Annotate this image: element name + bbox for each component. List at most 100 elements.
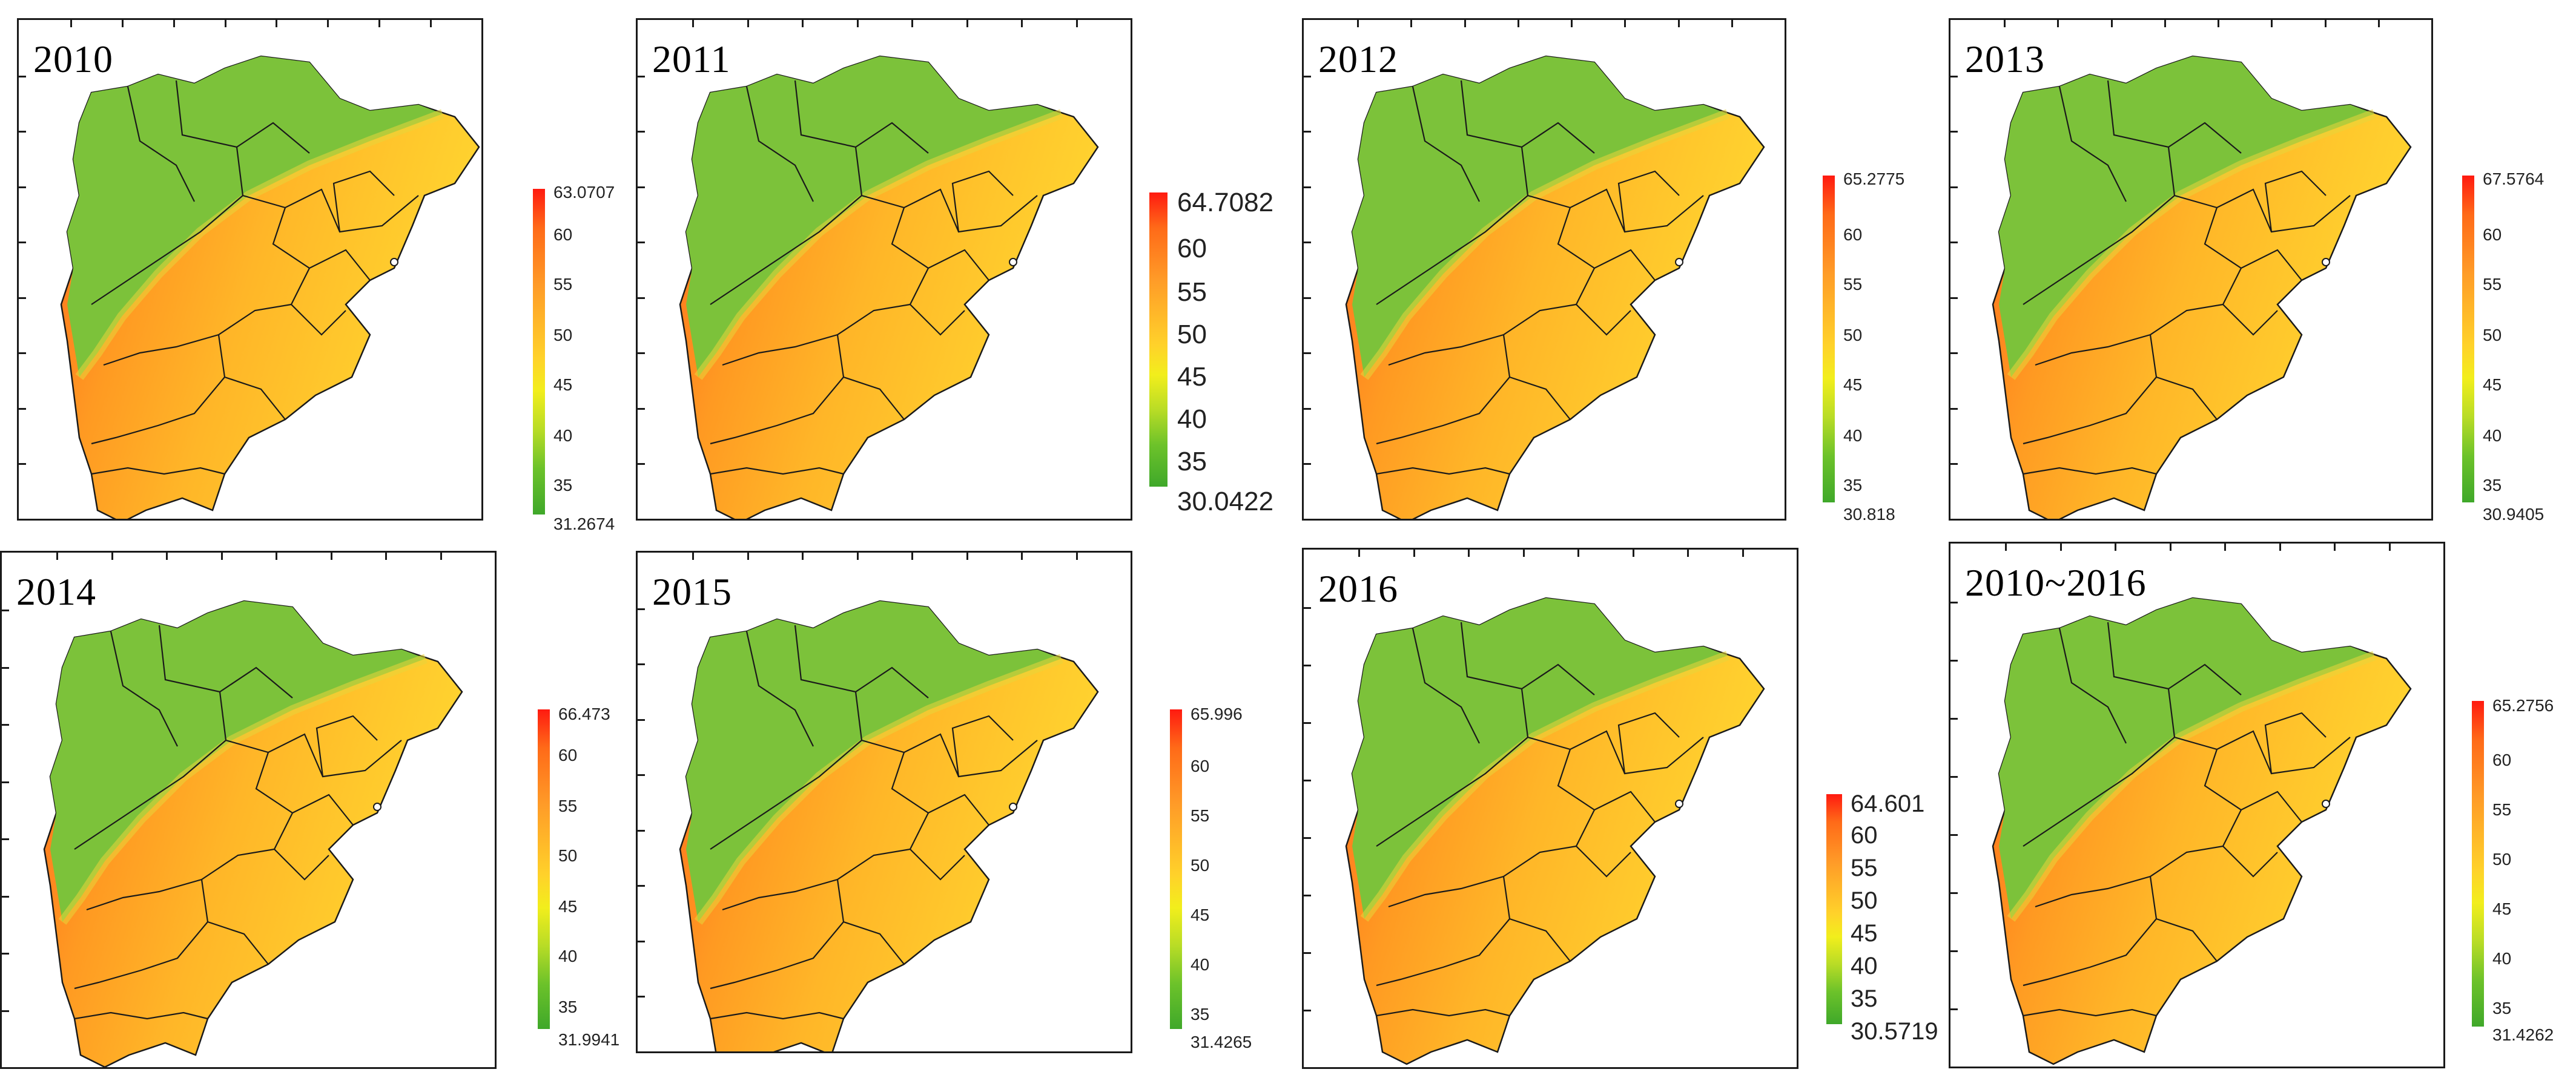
axis-tick bbox=[430, 20, 432, 27]
legend-min-label: 31.4265 bbox=[1191, 1033, 1252, 1051]
legend-tick-label: 35 bbox=[558, 998, 578, 1016]
panel-title: 2013 bbox=[1965, 38, 2045, 81]
axis-tick bbox=[1076, 20, 1078, 27]
axis-tick bbox=[19, 297, 26, 299]
axis-tick bbox=[802, 553, 804, 560]
legend-tick-label: 40 bbox=[1843, 426, 1863, 445]
axis-tick bbox=[857, 553, 859, 560]
panel-title: 2010~2016 bbox=[1965, 561, 2147, 604]
legend-tick-label: 35 bbox=[2492, 999, 2512, 1017]
legend-tick-label: 45 bbox=[1843, 375, 1863, 394]
panel-title: 2015 bbox=[652, 570, 732, 613]
legend-tick-label: 45 bbox=[2492, 899, 2512, 918]
axis-tick bbox=[638, 941, 645, 942]
axis-tick bbox=[1304, 952, 1311, 954]
legend-color-bar bbox=[1149, 192, 1167, 487]
map-frame: 2010~2016 bbox=[1949, 542, 2445, 1068]
axis-tick bbox=[2, 838, 9, 840]
legend-tick-label: 40 bbox=[1177, 404, 1207, 434]
legend-tick-label: 35 bbox=[1851, 985, 1878, 1012]
axis-ticks-top bbox=[2, 553, 495, 560]
axis-tick bbox=[1950, 718, 1958, 720]
panel-title: 2011 bbox=[652, 38, 731, 81]
axis-tick bbox=[2, 610, 9, 611]
axis-tick bbox=[122, 20, 124, 27]
axis-tick bbox=[747, 553, 749, 560]
axis-ticks-top bbox=[1304, 550, 1797, 557]
map-frame: 2013 bbox=[1949, 18, 2433, 521]
axis-tick bbox=[1523, 550, 1525, 557]
axis-tick bbox=[2164, 20, 2166, 27]
axis-tick bbox=[911, 553, 913, 560]
legend-tick-label: 35 bbox=[2483, 476, 2502, 495]
map-frame: 2015 bbox=[636, 551, 1132, 1053]
axis-tick bbox=[966, 20, 968, 27]
axis-tick bbox=[638, 463, 645, 465]
region-map bbox=[1950, 20, 2431, 519]
axis-tick bbox=[378, 20, 380, 27]
axis-tick bbox=[1410, 20, 1412, 27]
axis-tick bbox=[1304, 186, 1311, 188]
axis-tick bbox=[1950, 76, 1958, 77]
legend-max-label: 65.2775 bbox=[1843, 169, 1905, 188]
axis-tick bbox=[911, 20, 913, 27]
axis-ticks-left bbox=[638, 553, 645, 1051]
axis-tick bbox=[1950, 131, 1958, 133]
legend-tick-label: 45 bbox=[553, 375, 573, 394]
axis-tick bbox=[1678, 20, 1680, 27]
axis-tick bbox=[221, 553, 223, 560]
map-frame: 2016 bbox=[1302, 548, 1798, 1069]
axis-tick bbox=[1468, 550, 1470, 557]
axis-tick bbox=[1358, 550, 1360, 557]
map-frame: 2010 bbox=[17, 18, 483, 521]
axis-tick bbox=[2005, 544, 2007, 551]
axis-tick bbox=[276, 553, 277, 560]
axis-tick bbox=[1518, 20, 1519, 27]
legend-max-label: 65.996 bbox=[1191, 705, 1243, 723]
axis-tick bbox=[2224, 544, 2226, 551]
axis-tick bbox=[173, 20, 175, 27]
legend-color-bar bbox=[533, 189, 545, 514]
axis-ticks-left bbox=[2, 553, 9, 1067]
axis-tick bbox=[638, 719, 645, 721]
axis-tick bbox=[1950, 352, 1958, 354]
axis-tick bbox=[2, 1010, 9, 1012]
axis-tick bbox=[1464, 20, 1466, 27]
axis-tick bbox=[111, 553, 113, 560]
legend-min-label: 30.818 bbox=[1843, 505, 1895, 524]
axis-ticks-top bbox=[1304, 20, 1785, 27]
region-map bbox=[19, 20, 481, 519]
axis-tick bbox=[1304, 837, 1311, 839]
axis-tick bbox=[385, 553, 387, 560]
region-map bbox=[1950, 544, 2443, 1067]
map-frame: 2012 bbox=[1302, 18, 1786, 521]
legend-min-label: 31.9941 bbox=[558, 1030, 620, 1049]
legend-tick-label: 55 bbox=[558, 797, 578, 815]
panel-title: 2012 bbox=[1318, 38, 1398, 81]
axis-tick bbox=[1076, 553, 1078, 560]
legend-tick-label: 45 bbox=[558, 897, 578, 916]
legend-tick-label: 60 bbox=[553, 225, 573, 244]
axis-tick bbox=[1687, 550, 1689, 557]
axis-tick bbox=[327, 20, 329, 27]
axis-tick bbox=[2060, 544, 2062, 551]
axis-tick bbox=[70, 20, 72, 27]
axis-tick bbox=[857, 20, 859, 27]
axis-tick bbox=[638, 608, 645, 610]
legend-tick-label: 60 bbox=[1843, 225, 1863, 244]
axis-tick bbox=[1950, 776, 1958, 778]
legend-tick-label: 40 bbox=[558, 947, 578, 965]
axis-tick bbox=[1357, 20, 1359, 27]
axis-tick bbox=[638, 131, 645, 133]
axis-tick bbox=[2271, 20, 2273, 27]
region-map bbox=[1304, 550, 1797, 1067]
legend-tick-label: 55 bbox=[553, 275, 573, 294]
legend-max-label: 63.0707 bbox=[553, 183, 615, 202]
legend-tick-label: 50 bbox=[1191, 856, 1210, 875]
axis-tick bbox=[638, 297, 645, 299]
axis-tick bbox=[331, 553, 332, 560]
axis-tick bbox=[1742, 550, 1744, 557]
region-map bbox=[638, 20, 1131, 519]
axis-ticks-left bbox=[638, 20, 645, 519]
legend-tick-label: 60 bbox=[1191, 757, 1210, 775]
